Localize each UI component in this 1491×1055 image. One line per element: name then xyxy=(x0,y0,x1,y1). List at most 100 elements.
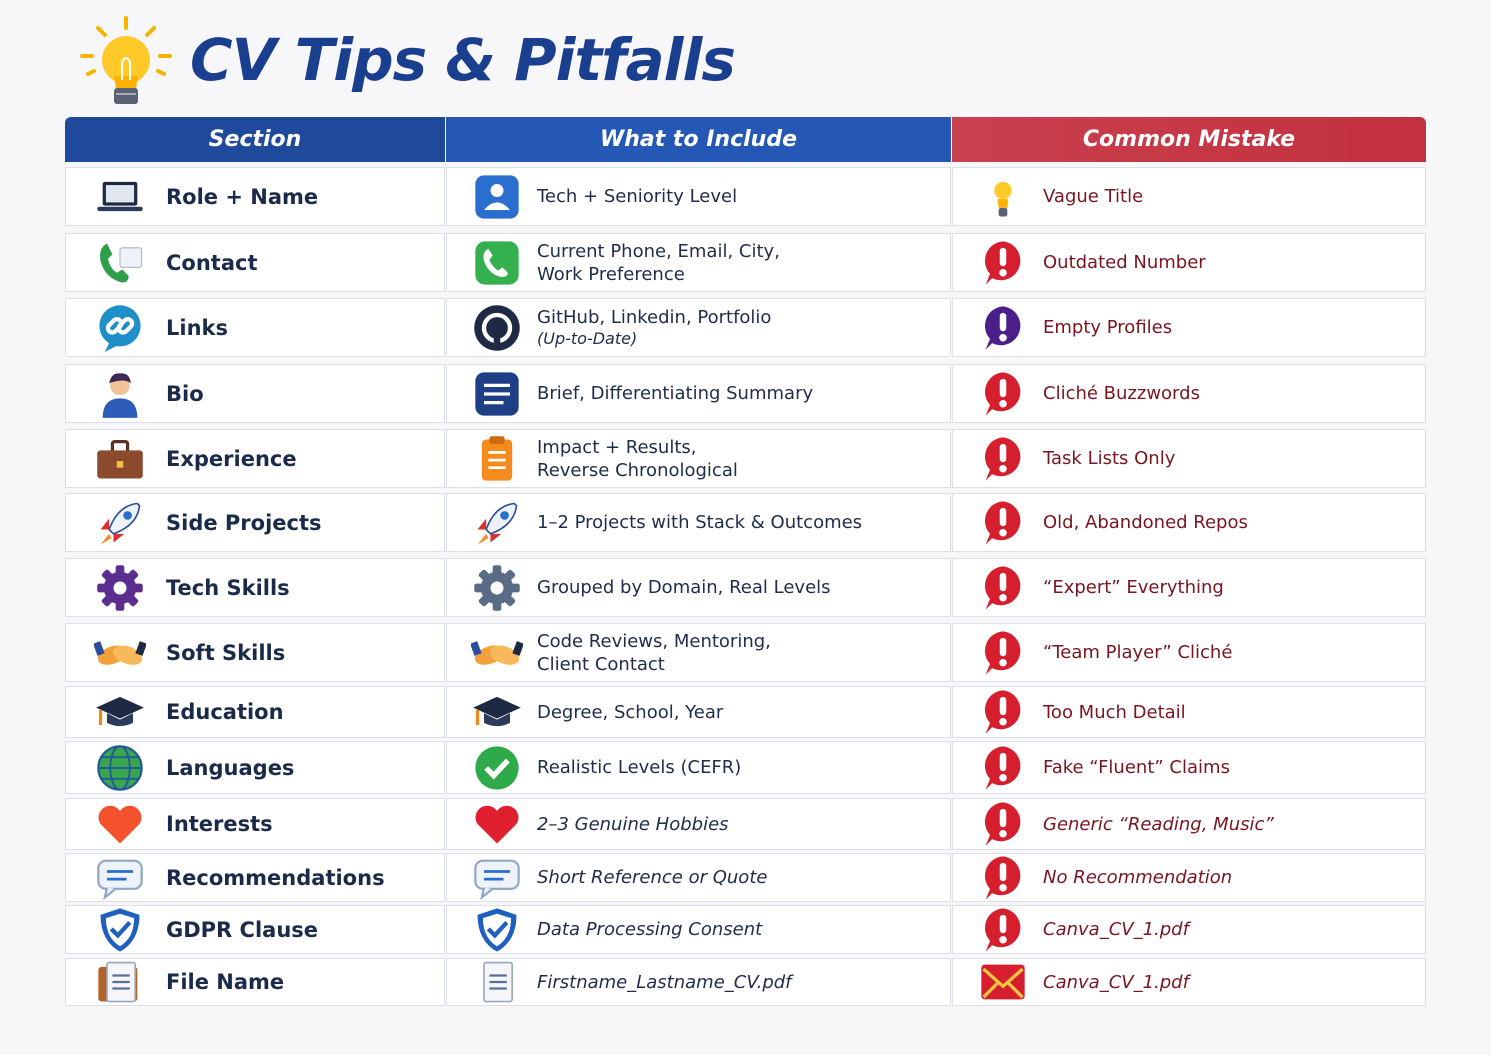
icon-part xyxy=(107,713,133,727)
table-cell: Task Lists Only xyxy=(952,429,1426,488)
section-text: Languages xyxy=(166,755,295,780)
row-icon xyxy=(994,181,1012,216)
row-icon xyxy=(98,961,138,1003)
icon-part xyxy=(999,829,1007,838)
icon-part xyxy=(100,533,112,545)
cell-text: Impact + Results, Reverse Chronological xyxy=(537,436,738,482)
icon-part xyxy=(999,593,1007,602)
icon-part xyxy=(477,533,489,545)
table-cell: Role + Name xyxy=(65,167,445,226)
table-cell: Current Phone, Email, City, Work Preferen… xyxy=(446,233,951,292)
icon-part xyxy=(105,184,135,202)
table-cell: Impact + Results, Reverse Chronological xyxy=(446,429,951,488)
cell-text: Cliché Buzzwords xyxy=(1043,383,1200,404)
icon-part xyxy=(999,247,1007,266)
section-text: Contact xyxy=(166,250,258,275)
icon-part xyxy=(999,443,1007,462)
row-icon xyxy=(97,439,143,478)
cell-text: Fake “Fluent” Claims xyxy=(1043,757,1230,778)
icon-part xyxy=(100,518,125,542)
row-icon xyxy=(475,174,519,219)
cell-text: Contact xyxy=(166,251,258,275)
table-cell: Code Reviews, Mentoring, Client Contact xyxy=(446,623,951,682)
row-icon xyxy=(984,690,1021,734)
cell-text: File Name xyxy=(166,970,284,994)
icon-part xyxy=(116,316,135,335)
icon-part xyxy=(102,397,138,418)
icon-part xyxy=(103,887,117,900)
row-icon xyxy=(984,565,1021,610)
table-cell: No Recommendation xyxy=(952,853,1426,902)
table-cell: GDPR Clause xyxy=(65,905,445,954)
row-icon xyxy=(94,640,146,665)
cell-text: 1–2 Projects with Stack & Outcomes xyxy=(537,511,862,534)
icon-part xyxy=(97,859,143,890)
table-cell: Realistic Levels (CEFR) xyxy=(446,741,951,794)
cell-text: Languages xyxy=(166,756,294,780)
title: CV Tips & Pitfalls xyxy=(190,26,736,94)
cell-text: Canva_CV_1.pdf xyxy=(1043,972,1189,993)
mistake-text: Cliché Buzzwords xyxy=(1043,383,1200,404)
mistake-text: “Team Player” Cliché xyxy=(1043,642,1233,663)
mistake-text: “Expert” Everything xyxy=(1043,577,1224,598)
icon-part xyxy=(123,510,132,520)
icon-part xyxy=(475,240,519,285)
cell-text: Role + Name xyxy=(166,185,318,209)
row-icon xyxy=(984,305,1021,350)
mistake-text: Empty Profiles xyxy=(1043,317,1173,338)
cell-text: Empty Profiles xyxy=(1043,317,1172,338)
row-icon xyxy=(99,304,141,352)
icon-part xyxy=(490,645,520,665)
icon-part xyxy=(109,372,131,383)
section-text: Role + Name xyxy=(166,184,319,209)
icon-part xyxy=(999,507,1007,526)
icon-part xyxy=(997,198,1009,208)
row-icon xyxy=(984,802,1021,846)
icon-part xyxy=(475,805,519,844)
row-icon xyxy=(475,745,519,790)
row-icon xyxy=(984,240,1021,285)
row-icon xyxy=(984,500,1021,545)
table-cell: Links xyxy=(65,298,445,357)
row-icon xyxy=(97,181,143,211)
table-cell: Recommendations xyxy=(65,853,445,902)
table-cell: Tech + Seniority Level xyxy=(446,167,951,226)
section-text: Education xyxy=(166,700,284,724)
icon-part xyxy=(999,572,1007,591)
table-cell: GitHub, Linkedin, Portfolio (Up-to-Date) xyxy=(446,298,951,357)
cell-text: Bio xyxy=(166,382,204,406)
row-icon xyxy=(471,640,523,665)
row-icon xyxy=(984,855,1021,900)
cell-text: Brief, Differentiating Summary xyxy=(537,382,813,405)
row-icon xyxy=(97,744,143,791)
icon-part xyxy=(96,696,144,719)
section-text: Interests xyxy=(166,812,273,836)
table-cell: Degree, School, Year xyxy=(446,686,951,738)
table-cell: Interests xyxy=(65,798,445,850)
row-icon xyxy=(475,805,519,844)
table-cell: Short Reference or Quote xyxy=(446,853,951,902)
table-cell: Bio xyxy=(65,364,445,423)
icon-part xyxy=(108,502,141,535)
icon-part xyxy=(999,696,1007,716)
icon-part xyxy=(490,581,504,594)
row-icon xyxy=(102,372,138,418)
cell-text: Current Phone, Email, City, Work Preferen… xyxy=(537,240,780,286)
row-icon xyxy=(984,745,1021,790)
header-cell: Section xyxy=(65,117,445,162)
icon-part xyxy=(484,758,510,779)
mistake-text: Vague Title xyxy=(1043,186,1144,207)
icon-part xyxy=(475,745,519,790)
row-icon xyxy=(984,371,1021,416)
include-line: Data Processing Consent xyxy=(537,919,763,940)
table-cell: Fake “Fluent” Claims xyxy=(952,741,1426,794)
row-icon xyxy=(477,907,517,952)
section-text: Links xyxy=(166,315,228,340)
icon-part xyxy=(490,183,504,197)
icon-part xyxy=(116,460,124,468)
cell-text: Side Projects xyxy=(166,511,322,535)
table-cell: Brief, Differentiating Summary xyxy=(446,364,951,423)
cell-text: Data Processing Consent xyxy=(537,918,762,941)
icon-part xyxy=(489,974,507,990)
